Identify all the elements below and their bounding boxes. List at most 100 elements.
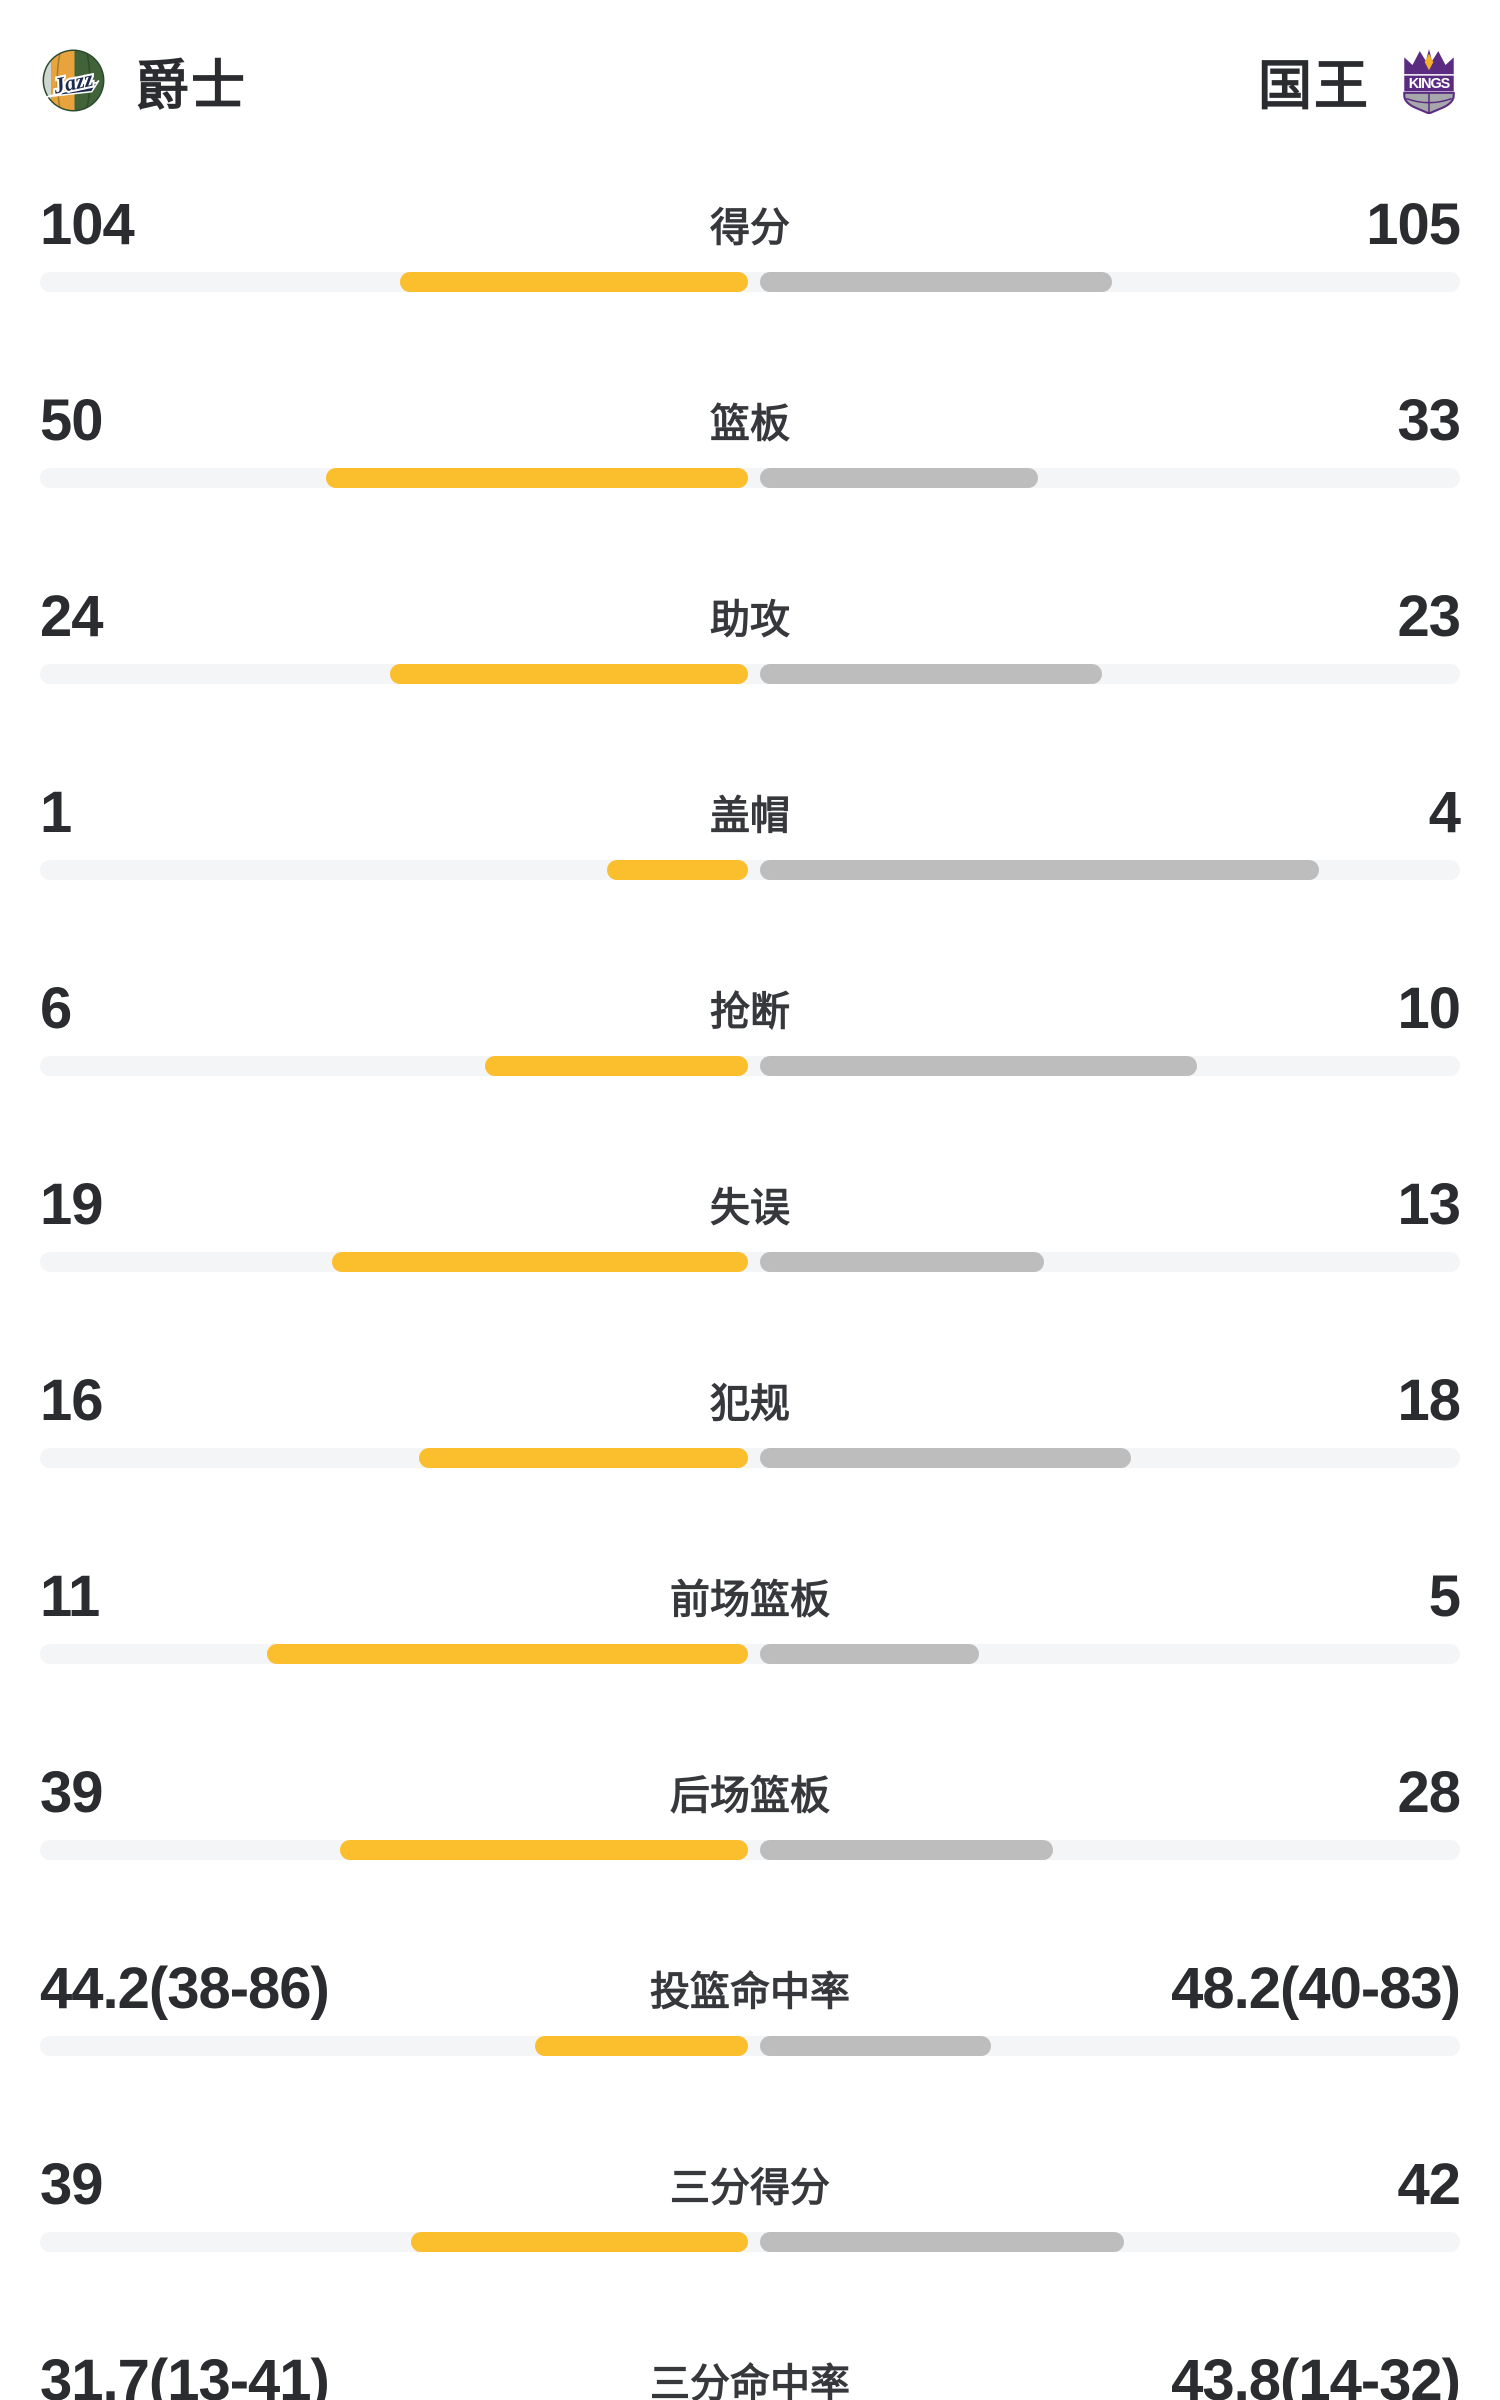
left-team-value: 16 (40, 1367, 104, 1433)
stat-label: 失误 (710, 1186, 790, 1230)
right-team-bar (760, 468, 1039, 488)
right-team-bar (760, 1644, 979, 1664)
left-team-value: 31.7(13-41) (40, 2347, 330, 2400)
left-team-bar (326, 468, 748, 488)
right-team-bar (760, 860, 1320, 880)
right-team-value: 105 (1366, 191, 1461, 257)
right-team-bar (760, 1252, 1044, 1272)
stat-row: 1 盖帽 4 (40, 780, 1461, 944)
right-team-value: 42 (1397, 2151, 1461, 2217)
right-team-value: 23 (1397, 583, 1461, 649)
stat-bar-track (40, 272, 1460, 292)
stat-label: 抢断 (710, 990, 790, 1034)
right-team-bar (760, 272, 1113, 292)
left-team-bar (535, 2036, 748, 2056)
stat-label: 三分得分 (670, 2166, 830, 2210)
left-team-bar (607, 860, 748, 880)
right-team-bar (760, 2036, 992, 2056)
stat-bar-track (40, 1056, 1460, 1076)
stat-row: 19 失误 13 (40, 1172, 1461, 1336)
stat-label: 篮板 (710, 402, 790, 446)
stat-label: 前场篮板 (670, 1578, 830, 1622)
left-team-value: 44.2(38-86) (40, 1955, 330, 2021)
left-team-bar (331, 1252, 748, 1272)
left-team-value: 104 (40, 191, 135, 257)
stat-bar-track (40, 2036, 1460, 2056)
stat-row: 16 犯规 18 (40, 1368, 1461, 1532)
right-team-value: 13 (1397, 1171, 1461, 1237)
stat-bar-track (40, 1840, 1460, 1860)
stat-line: 44.2(38-86) 投篮命中率 48.2(40-83) (40, 1956, 1461, 2021)
left-team-value: 50 (40, 387, 104, 453)
stats-list: 104 得分 105 50 篮板 33 24 助攻 23 (40, 192, 1461, 2400)
stat-row: 31.7(13-41) 三分命中率 43.8(14-32) (40, 2348, 1461, 2400)
stat-label: 投篮命中率 (650, 1970, 850, 2014)
left-team-name: 爵士 (135, 55, 247, 116)
left-team-value: 6 (40, 975, 72, 1041)
stat-row: 11 前场篮板 5 (40, 1564, 1461, 1728)
left-team-value: 39 (40, 1759, 104, 1825)
stat-label: 盖帽 (710, 794, 790, 838)
right-team-value: 4 (1428, 779, 1461, 845)
right-team-bar (760, 1840, 1053, 1860)
stat-row: 50 篮板 33 (40, 388, 1461, 552)
left-team-value: 19 (40, 1171, 104, 1237)
jazz-logo-icon: Jazz (42, 49, 105, 111)
stat-row: 39 后场篮板 28 (40, 1760, 1461, 1924)
left-team-value: 24 (40, 583, 104, 649)
teams-header: Jazz 爵士 国王 KINGS (40, 0, 1460, 160)
stat-label: 犯规 (710, 1382, 790, 1426)
right-team-bar (760, 1448, 1131, 1468)
right-team-bar (760, 1056, 1198, 1076)
kings-logo-icon: KINGS (1403, 49, 1455, 114)
right-team-value: 33 (1397, 387, 1461, 453)
stat-bar-track (40, 2232, 1460, 2252)
stat-line: 24 助攻 23 (40, 584, 1461, 649)
team-right[interactable]: 国王 KINGS (1258, 41, 1460, 120)
left-team-value: 39 (40, 2151, 104, 2217)
left-team-value: 1 (40, 779, 72, 845)
right-team-value: 18 (1397, 1367, 1461, 1433)
stat-line: 39 后场篮板 28 (40, 1760, 1461, 1825)
stat-bar-track (40, 1252, 1460, 1272)
right-team-value: 48.2(40-83) (1171, 1955, 1461, 2021)
stat-line: 104 得分 105 (40, 192, 1461, 257)
stat-line: 11 前场篮板 5 (40, 1564, 1461, 1629)
left-team-bar (400, 272, 748, 292)
stat-bar-track (40, 664, 1460, 684)
right-team-value: 43.8(14-32) (1171, 2347, 1461, 2400)
stat-line: 19 失误 13 (40, 1172, 1461, 1237)
stat-label: 得分 (710, 206, 790, 250)
stat-bar-track (40, 1448, 1460, 1468)
stat-line: 1 盖帽 4 (40, 780, 1461, 845)
stat-label: 后场篮板 (670, 1774, 830, 1818)
stat-label: 助攻 (710, 598, 790, 642)
right-team-value: 28 (1397, 1759, 1461, 1825)
stat-label: 三分命中率 (650, 2362, 850, 2400)
left-team-bar (411, 2232, 748, 2252)
left-team-bar (418, 1448, 748, 1468)
stat-bar-track (40, 468, 1460, 488)
right-team-name: 国王 (1258, 55, 1370, 116)
stat-line: 50 篮板 33 (40, 388, 1461, 453)
left-team-bar (340, 1840, 748, 1860)
left-team-bar (390, 664, 748, 684)
left-team-value: 11 (40, 1563, 100, 1629)
right-team-bar (760, 664, 1103, 684)
stat-row: 104 得分 105 (40, 192, 1461, 356)
stat-line: 6 抢断 10 (40, 976, 1461, 1041)
team-left[interactable]: Jazz 爵士 (40, 41, 247, 120)
stat-line: 16 犯规 18 (40, 1368, 1461, 1433)
stat-bar-track (40, 860, 1460, 880)
stat-row: 39 三分得分 42 (40, 2152, 1461, 2316)
right-team-value: 10 (1397, 975, 1461, 1041)
stat-line: 39 三分得分 42 (40, 2152, 1461, 2217)
svg-text:KINGS: KINGS (1409, 76, 1451, 92)
left-team-bar (266, 1644, 748, 1664)
stat-row: 6 抢断 10 (40, 976, 1461, 1140)
stat-bar-track (40, 1644, 1460, 1664)
stat-row: 24 助攻 23 (40, 584, 1461, 748)
stat-line: 31.7(13-41) 三分命中率 43.8(14-32) (40, 2348, 1461, 2400)
right-team-bar (760, 2232, 1124, 2252)
